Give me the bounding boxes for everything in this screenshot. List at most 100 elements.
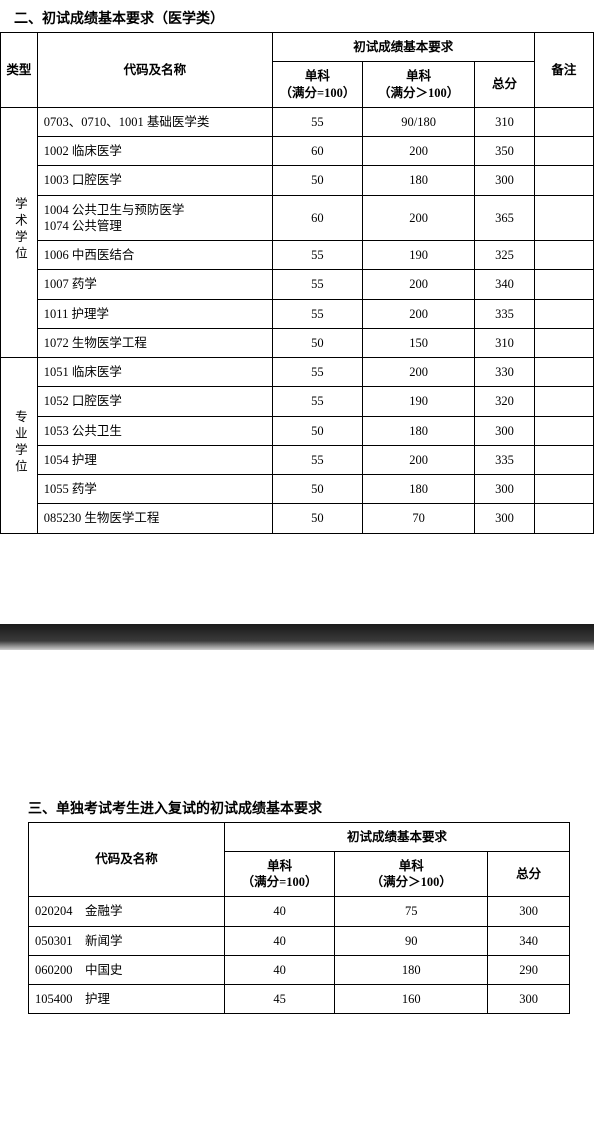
cell-total: 320 bbox=[475, 387, 534, 416]
cell-total: 335 bbox=[475, 445, 534, 474]
cell-s1: 55 bbox=[272, 387, 362, 416]
cell-code: 060200 中国史 bbox=[29, 955, 225, 984]
table-row: 050301 新闻学 40 90 340 bbox=[29, 926, 570, 955]
table-row: 1006 中西医结合 55 190 325 bbox=[1, 241, 594, 270]
hdr-note: 备注 bbox=[534, 33, 593, 108]
cell-note bbox=[534, 166, 593, 195]
page-gap bbox=[0, 650, 594, 790]
hdr-score-group: 初试成绩基本要求 bbox=[224, 822, 569, 851]
cell-note bbox=[534, 445, 593, 474]
cell-code: 1055 药学 bbox=[37, 475, 272, 504]
hdr-s1-l1: 单科 bbox=[277, 68, 358, 84]
cell-total: 300 bbox=[488, 985, 570, 1014]
cell-total: 330 bbox=[475, 358, 534, 387]
group-label: 学术学位 bbox=[1, 107, 38, 357]
cell-note bbox=[534, 387, 593, 416]
cell-s2: 70 bbox=[362, 504, 474, 533]
hdr-s1: 单科 （满分=100） bbox=[224, 851, 334, 897]
section2-title: 二、初试成绩基本要求（医学类） bbox=[0, 0, 594, 32]
cell-code: 1006 中西医结合 bbox=[37, 241, 272, 270]
table-row: 1054 护理 55 200 335 bbox=[1, 445, 594, 474]
cell-s2: 200 bbox=[362, 445, 474, 474]
cell-code: 1072 生物医学工程 bbox=[37, 328, 272, 357]
table-row: 105400 护理 45 160 300 bbox=[29, 985, 570, 1014]
cell-s1: 55 bbox=[272, 358, 362, 387]
cell-total: 340 bbox=[475, 270, 534, 299]
cell-code: 1051 临床医学 bbox=[37, 358, 272, 387]
cell-total: 335 bbox=[475, 299, 534, 328]
hdr-type: 类型 bbox=[1, 33, 38, 108]
cell-s2: 160 bbox=[335, 985, 488, 1014]
cell-code: 1002 临床医学 bbox=[37, 137, 272, 166]
cell-note bbox=[534, 328, 593, 357]
cell-s2: 200 bbox=[362, 299, 474, 328]
cell-code: 1003 口腔医学 bbox=[37, 166, 272, 195]
hdr-s1-l2: （满分=100） bbox=[229, 874, 330, 890]
cell-s1: 55 bbox=[272, 241, 362, 270]
group-label: 专业学位 bbox=[1, 358, 38, 534]
group-label-text: 学术学位 bbox=[10, 197, 28, 263]
cell-s2: 180 bbox=[335, 955, 488, 984]
cell-total: 310 bbox=[475, 328, 534, 357]
table-row: 1055 药学 50 180 300 bbox=[1, 475, 594, 504]
table-row: 学术学位 0703、0710、1001 基础医学类 55 90/180 310 bbox=[1, 107, 594, 136]
hdr-s2: 单科 （满分＞100） bbox=[335, 851, 488, 897]
cell-s1: 50 bbox=[272, 416, 362, 445]
cell-total: 310 bbox=[475, 107, 534, 136]
cell-code: 1011 护理学 bbox=[37, 299, 272, 328]
cell-s2: 200 bbox=[362, 195, 474, 241]
table-row: 1053 公共卫生 50 180 300 bbox=[1, 416, 594, 445]
cell-s1: 40 bbox=[224, 926, 334, 955]
cell-s2: 75 bbox=[335, 897, 488, 926]
hdr-s2-l1: 单科 bbox=[339, 858, 483, 874]
cell-total: 300 bbox=[475, 504, 534, 533]
cell-s1: 50 bbox=[272, 504, 362, 533]
cell-code: 1054 护理 bbox=[37, 445, 272, 474]
cell-total: 300 bbox=[475, 475, 534, 504]
section2-table: 类型 代码及名称 初试成绩基本要求 备注 单科 （满分=100） 单科 （满分＞… bbox=[0, 32, 594, 534]
cell-total: 350 bbox=[475, 137, 534, 166]
hdr-total: 总分 bbox=[475, 62, 534, 108]
cell-s1: 40 bbox=[224, 955, 334, 984]
cell-s2: 190 bbox=[362, 241, 474, 270]
table-header-row: 代码及名称 初试成绩基本要求 bbox=[29, 822, 570, 851]
table-row: 1011 护理学 55 200 335 bbox=[1, 299, 594, 328]
cell-total: 365 bbox=[475, 195, 534, 241]
table-row: 专业学位 1051 临床医学 55 200 330 bbox=[1, 358, 594, 387]
hdr-s1: 单科 （满分=100） bbox=[272, 62, 362, 108]
cell-total: 290 bbox=[488, 955, 570, 984]
page-divider bbox=[0, 624, 594, 650]
table-row: 1072 生物医学工程 50 150 310 bbox=[1, 328, 594, 357]
cell-s1: 40 bbox=[224, 897, 334, 926]
table-row: 020204 金融学 40 75 300 bbox=[29, 897, 570, 926]
cell-s2: 150 bbox=[362, 328, 474, 357]
hdr-s2: 单科 （满分＞100） bbox=[362, 62, 474, 108]
cell-total: 300 bbox=[488, 897, 570, 926]
cell-note bbox=[534, 475, 593, 504]
hdr-s1-l1: 单科 bbox=[229, 858, 330, 874]
cell-note bbox=[534, 241, 593, 270]
table-row: 060200 中国史 40 180 290 bbox=[29, 955, 570, 984]
cell-note bbox=[534, 416, 593, 445]
hdr-score-group: 初试成绩基本要求 bbox=[272, 33, 534, 62]
cell-s1: 45 bbox=[224, 985, 334, 1014]
hdr-code: 代码及名称 bbox=[29, 822, 225, 897]
cell-note bbox=[534, 504, 593, 533]
cell-code: 1052 口腔医学 bbox=[37, 387, 272, 416]
cell-note bbox=[534, 195, 593, 241]
cell-s2: 90/180 bbox=[362, 107, 474, 136]
cell-s1: 60 bbox=[272, 195, 362, 241]
cell-note bbox=[534, 358, 593, 387]
cell-note bbox=[534, 299, 593, 328]
table-row: 1003 口腔医学 50 180 300 bbox=[1, 166, 594, 195]
hdr-s2-l2: （满分＞100） bbox=[339, 874, 483, 890]
cell-s1: 55 bbox=[272, 299, 362, 328]
cell-code: 085230 生物医学工程 bbox=[37, 504, 272, 533]
cell-total: 340 bbox=[488, 926, 570, 955]
cell-s1: 55 bbox=[272, 445, 362, 474]
cell-s2: 190 bbox=[362, 387, 474, 416]
table-row: 1002 临床医学 60 200 350 bbox=[1, 137, 594, 166]
cell-code: 1007 药学 bbox=[37, 270, 272, 299]
cell-s1: 55 bbox=[272, 107, 362, 136]
cell-code: 1053 公共卫生 bbox=[37, 416, 272, 445]
